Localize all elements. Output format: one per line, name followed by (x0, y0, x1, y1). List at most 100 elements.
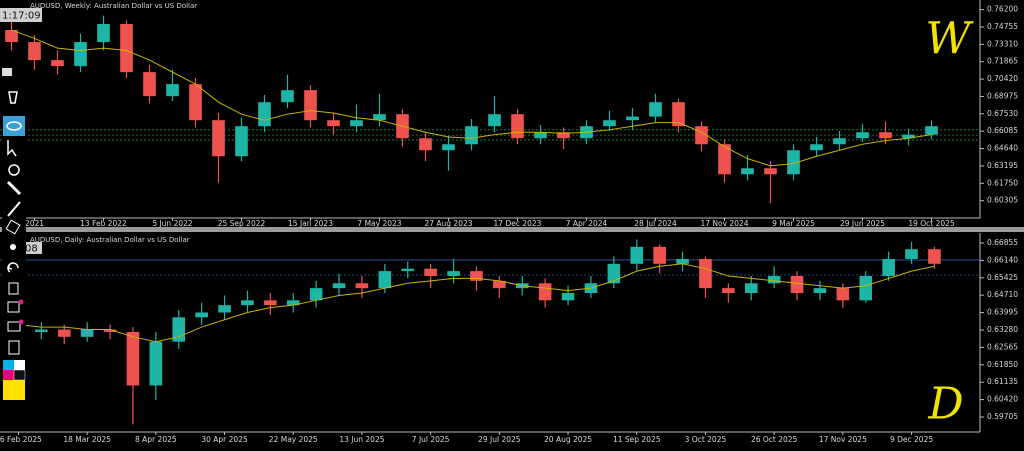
eye-icon (6, 121, 22, 131)
candle-body (488, 114, 501, 127)
dot-tool[interactable] (10, 244, 16, 250)
y-tick-label: 0.63995 (987, 308, 1018, 317)
undo-tool[interactable] (6, 262, 19, 273)
hand-annotation: W (925, 14, 974, 65)
candle-body (856, 132, 869, 139)
trash-tool[interactable] (8, 282, 19, 295)
y-tick-label: 0.74755 (987, 22, 1018, 31)
chart-title: AUDUSD, Weekly: Australian Dollar vs US … (30, 2, 197, 10)
x-tick-label: 28 Jul 2024 (634, 219, 677, 228)
candle-body (218, 305, 231, 313)
clock: 08 (25, 244, 38, 255)
y-tick-label: 0.76200 (987, 5, 1018, 14)
x-tick-label: 7 May 2023 (357, 219, 401, 228)
pane: 0.76200 0.74755 0.73310 0.71865 0.70420 0.689… (0, 2, 1018, 228)
x-tick-label: 9 Dec 2025 (890, 435, 933, 444)
color-swatch[interactable] (3, 370, 14, 380)
candle-body (607, 263, 621, 284)
y-tick-label: 0.65425 (987, 273, 1018, 282)
eraser-tool[interactable] (6, 180, 22, 196)
candle-body (74, 42, 87, 67)
candle-body (235, 126, 248, 157)
candle-body (97, 24, 110, 43)
candle-body (767, 275, 781, 284)
x-tick-label: 22 May 2025 (269, 435, 318, 444)
candle-body (722, 288, 735, 294)
y-tick-label: 0.67530 (987, 109, 1018, 118)
clock-box (24, 242, 42, 254)
candle-body (419, 138, 432, 151)
candle-body (281, 90, 294, 103)
y-tick-label: 0.63195 (987, 161, 1018, 170)
clock-box (0, 8, 42, 22)
candle-body (332, 283, 346, 289)
candle-body (626, 116, 639, 121)
candle-body (836, 288, 850, 301)
candle-body (470, 271, 483, 281)
x-tick-label: 15 Jan 2023 (288, 219, 333, 228)
y-tick-label: 0.70420 (987, 74, 1018, 83)
candle-body (309, 288, 323, 301)
pane-separator[interactable] (0, 227, 1024, 232)
candle-body (212, 120, 225, 157)
x-tick-label: 11 Sep 2025 (613, 435, 661, 444)
stamp-tool[interactable] (7, 301, 20, 313)
candle-body (166, 84, 179, 97)
x-tick-label: 13 Jun 2025 (339, 435, 384, 444)
candle-body (699, 258, 712, 289)
x-tick-label: 25 Sep 2022 (218, 219, 266, 228)
color-swatch[interactable] (14, 360, 25, 370)
x-tick-label: 7 Apr 2024 (566, 219, 608, 228)
y-tick-label: 0.68975 (987, 91, 1018, 100)
y-tick-label: 0.62565 (987, 342, 1018, 351)
tool-icon[interactable] (2, 68, 12, 76)
candle-body (286, 300, 300, 306)
candle-body (143, 72, 156, 97)
moving-average (11, 29, 932, 167)
y-tick-label: 0.73310 (987, 39, 1018, 48)
rect-tool[interactable] (5, 219, 21, 235)
cursor-tool[interactable] (7, 140, 17, 157)
x-tick-label: 29 Jun 2025 (840, 219, 885, 228)
y-tick-label: 0.66855 (987, 238, 1018, 247)
candle-body (744, 283, 758, 294)
candle-body (672, 102, 685, 127)
candle-body (189, 84, 202, 121)
candle-body (859, 275, 873, 301)
color-swatch[interactable] (13, 369, 26, 381)
x-tick-label: 17 Dec 2023 (494, 219, 542, 228)
candle-body (378, 271, 392, 289)
candle-body (120, 24, 133, 73)
candle-body (534, 132, 547, 139)
clipboard-tool[interactable] (8, 340, 20, 355)
candle-body (465, 126, 478, 145)
y-tick-label: 0.61135 (987, 377, 1018, 386)
y-tick-label: 0.64640 (987, 144, 1018, 153)
hand-annotation: D (927, 379, 963, 430)
x-tick-label: 29 Jul 2025 (478, 435, 521, 444)
eye-tool[interactable] (3, 116, 25, 136)
candle-body (493, 280, 506, 289)
candle-body (51, 60, 64, 67)
candle-body (653, 246, 666, 264)
camera-tool[interactable] (7, 321, 21, 332)
candle-body (401, 268, 415, 272)
x-tick-label: 17 Nov 2025 (819, 435, 867, 444)
candle-body (327, 120, 340, 127)
hide-tool[interactable] (8, 164, 20, 176)
candle-body (928, 249, 941, 264)
color-swatch[interactable] (3, 380, 25, 400)
x-tick-label: 2021 (25, 219, 44, 228)
x-tick-label: 30 Apr 2025 (201, 435, 248, 444)
candle-body (511, 114, 524, 139)
pane: 0.66855 0.66140 0.65425 0.64710 0.63995 0.632… (0, 236, 1018, 444)
candle-body (241, 300, 254, 306)
pen-tool[interactable] (8, 91, 18, 104)
candle-body (905, 249, 918, 259)
y-tick-label: 0.64710 (987, 290, 1018, 299)
color-swatch[interactable] (3, 360, 14, 370)
y-tick-label: 0.60305 (987, 196, 1018, 205)
candle-body (603, 120, 616, 127)
line-tool[interactable] (7, 201, 21, 217)
candle-body (741, 168, 754, 175)
